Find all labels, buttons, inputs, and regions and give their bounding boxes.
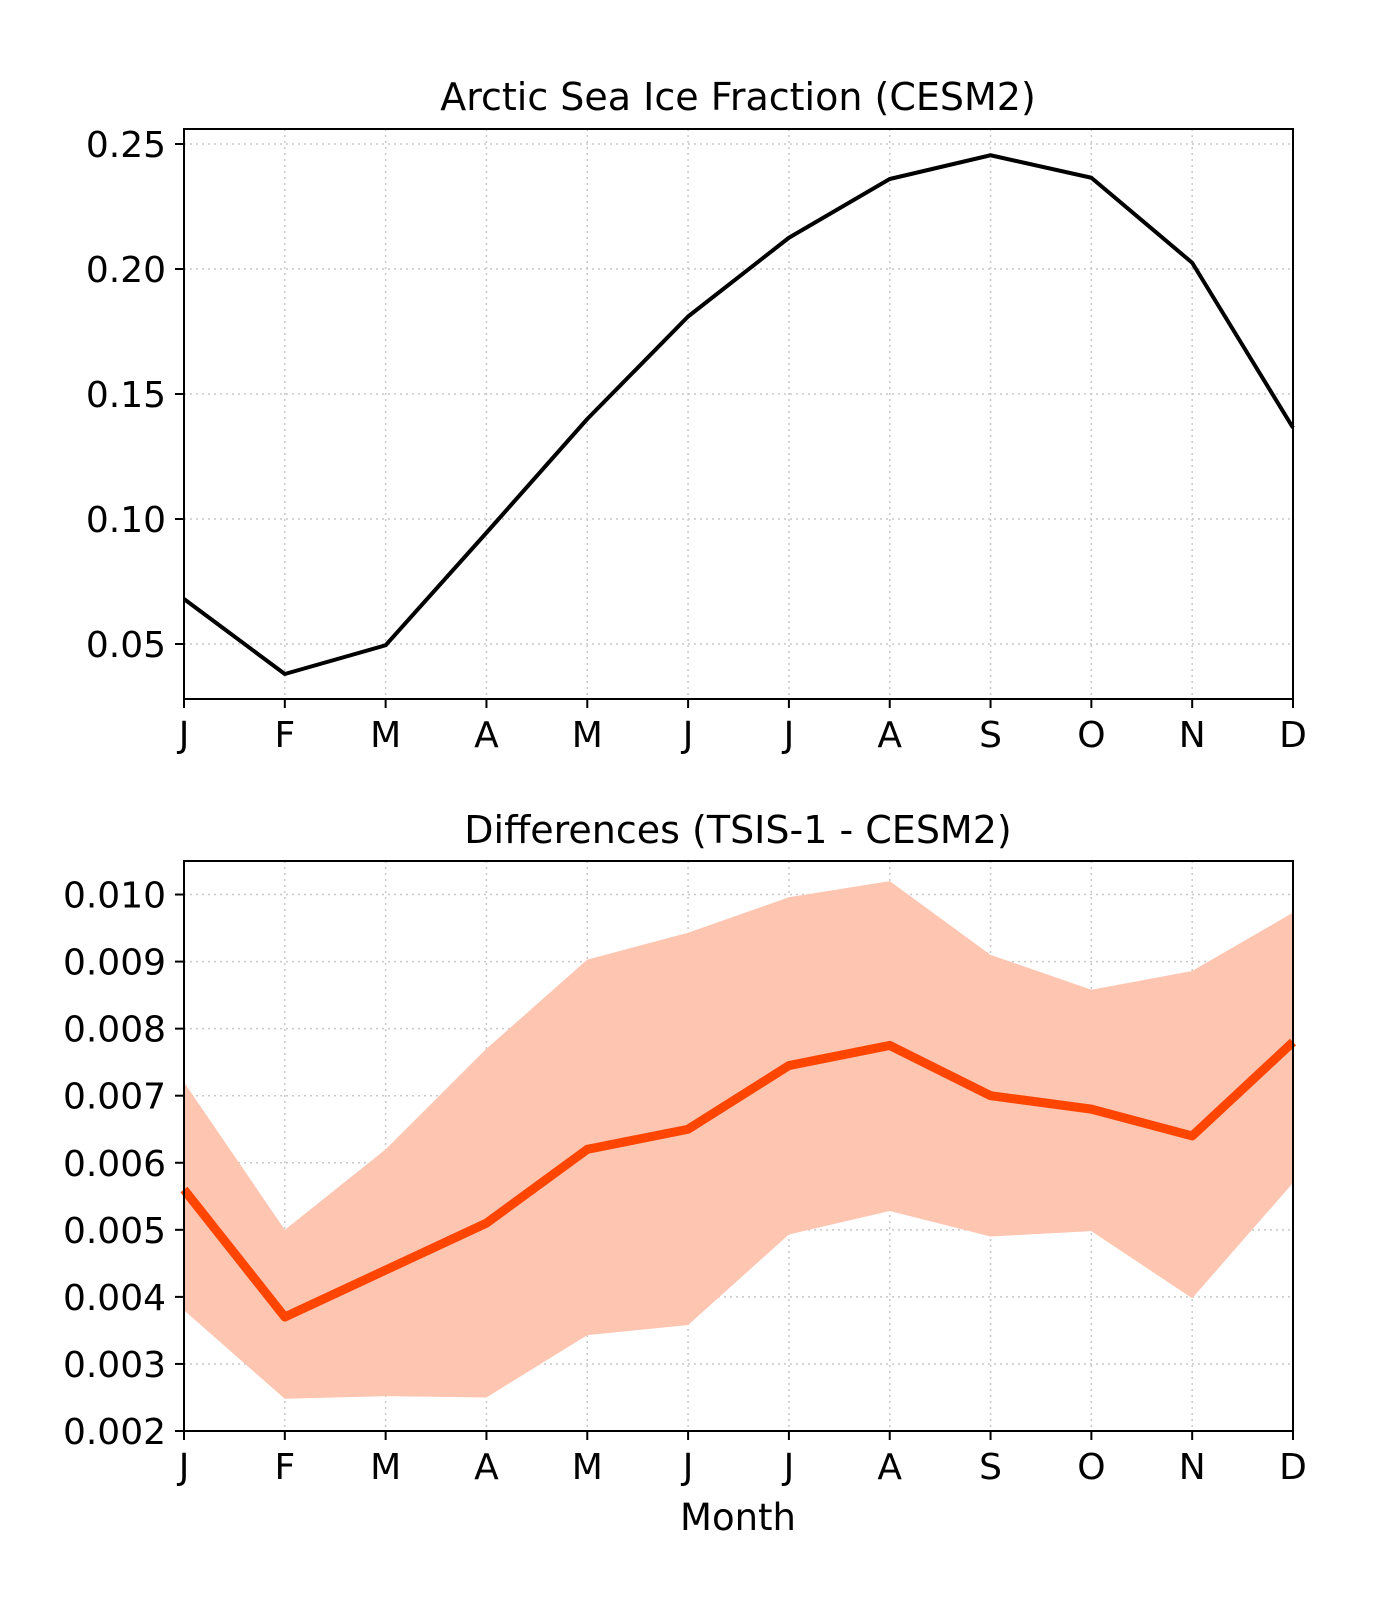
series-line (180, 1038, 1297, 1322)
chart-title: Arctic Sea Ice Fraction (CESM2) (440, 75, 1036, 119)
y-tick-label: 0.004 (63, 1278, 166, 1319)
x-tick-label: M (370, 1447, 401, 1488)
x-tick-label: J (177, 715, 190, 756)
x-tick-label: O (1077, 715, 1105, 756)
series-line-layer (180, 1038, 1297, 1322)
chart-title: Differences (TSIS-1 - CESM2) (464, 808, 1011, 852)
sea-ice-fraction-panel: Arctic Sea Ice Fraction (CESM2) 0.05 0.10… (86, 75, 1307, 756)
x-tick-label: S (979, 1447, 1002, 1488)
series-line-layer (182, 153, 1295, 676)
y-axis-ticks: 0.002 0.003 0.004 0.005 0.006 0.007 0.008 0.009… (63, 876, 184, 1453)
y-tick-label: 0.25 (86, 125, 166, 166)
differences-panel: Differences (TSIS-1 - CESM2) 0.0020.0030… (63, 808, 1307, 1539)
y-tick-label: 0.002 (63, 1412, 166, 1453)
uncertainty-band (184, 881, 1293, 1399)
x-axis-label: Month (680, 1496, 796, 1539)
x-tick-label: N (1179, 715, 1206, 756)
x-tick-label: M (572, 715, 603, 756)
x-tick-label: J (681, 1447, 694, 1488)
plot-frame (183, 860, 1294, 1432)
y-tick-label: 0.10 (86, 500, 166, 541)
y-tick-label: 0.010 (63, 876, 166, 917)
y-tick-label: 0.005 (63, 1211, 166, 1252)
x-tick-label: A (877, 1447, 902, 1488)
y-tick-label: 0.007 (63, 1077, 166, 1118)
grid (184, 129, 1293, 699)
y-tick-label: 0.15 (86, 375, 166, 416)
x-tick-label: J (681, 715, 694, 756)
y-tick-label: 0.003 (63, 1345, 166, 1386)
y-tick-label: 0.009 (63, 943, 166, 984)
x-tick-label: J (782, 715, 795, 756)
y-tick-label: 0.006 (63, 1144, 166, 1185)
series-line (182, 153, 1295, 676)
x-tick-label: F (274, 715, 295, 756)
x-tick-label: M (370, 715, 401, 756)
x-tick-label: J (177, 1447, 190, 1488)
x-tick-label: A (474, 1447, 499, 1488)
x-tick-label: D (1279, 715, 1307, 756)
y-tick-label: 0.008 (63, 1010, 166, 1051)
x-tick-label: A (877, 715, 902, 756)
x-tick-label: O (1077, 1447, 1105, 1488)
x-tick-label: A (474, 715, 499, 756)
uncertainty-band-layer (184, 881, 1293, 1399)
x-tick-label: M (572, 1447, 603, 1488)
x-tick-label: D (1279, 1447, 1307, 1488)
y-axis-ticks: 0.05 0.10 0.15 0.20 0.25 (86, 125, 184, 666)
y-tick-label: 0.20 (86, 250, 166, 291)
x-tick-label: S (979, 715, 1002, 756)
x-tick-label: J (782, 1447, 795, 1488)
x-tick-label: F (274, 1447, 295, 1488)
y-tick-label: 0.05 (86, 625, 166, 666)
plot-frame (183, 128, 1294, 700)
x-tick-label: N (1179, 1447, 1206, 1488)
